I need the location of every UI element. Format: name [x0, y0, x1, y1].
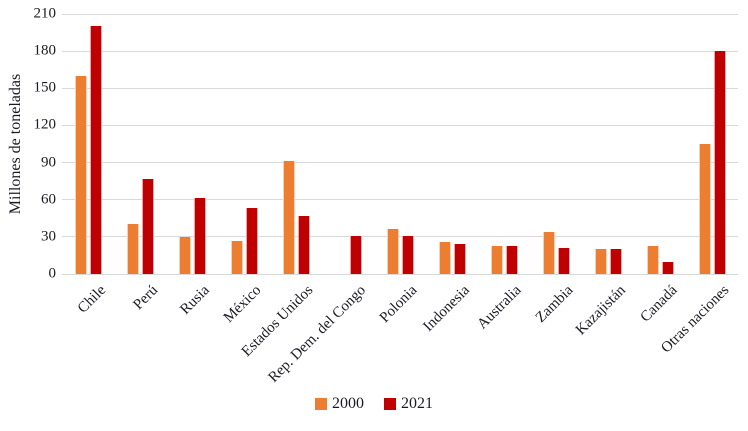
legend-label-2000: 2000 [332, 395, 364, 412]
bar-2000-canadá [646, 245, 659, 274]
x-axis-label-8: Australia [474, 282, 525, 333]
x-axis-label-0: Chile [74, 282, 109, 317]
y-tick-label-60: 60 [41, 191, 56, 208]
bar-2021-polonia [401, 235, 414, 274]
gridline-150 [62, 87, 738, 89]
bar-2000-chile [74, 75, 87, 274]
y-tick-label-210: 210 [33, 5, 57, 22]
x-axis-label-3: México [220, 282, 265, 327]
y-tick-label-180: 180 [33, 42, 57, 59]
gridline-180 [62, 50, 738, 52]
bar-2021-rusia [193, 198, 206, 274]
bar-2021-canadá [661, 261, 674, 274]
y-tick-label-0: 0 [48, 265, 57, 282]
bar-2000-polonia [386, 229, 399, 274]
bar-2000-estados-unidos [282, 161, 295, 274]
gridline-60 [62, 199, 738, 201]
x-axis-label-6: Polonia [376, 282, 421, 327]
legend-label-2021: 2021 [401, 395, 433, 412]
legend-item-2000: 2000 [315, 395, 364, 413]
bar-2000-méxico [230, 240, 243, 274]
gridline-0 [62, 273, 738, 275]
bar-2021-estados-unidos [297, 215, 310, 274]
legend-swatch-2021 [384, 398, 396, 410]
y-tick-label-150: 150 [33, 79, 57, 96]
x-axis-label-11: Canadá [637, 282, 681, 326]
bar-2000-indonesia [438, 241, 451, 274]
bar-2021-perú [141, 178, 154, 274]
bar-2000-zambia [542, 231, 555, 274]
x-axis-label-9: Zambia [532, 282, 577, 327]
gridline-30 [62, 236, 738, 238]
x-axis-label-2: Rusia [177, 282, 213, 318]
legend-swatch-2000 [315, 398, 327, 410]
gridline-90 [62, 162, 738, 164]
bar-2021-indonesia [453, 244, 466, 274]
x-axis-label-1: Perú [129, 282, 161, 314]
y-tick-label-30: 30 [41, 228, 56, 245]
bar-2021-australia [505, 245, 518, 274]
x-axis-label-5: Rep. Dem. del Congo [265, 282, 369, 386]
bar-2000-perú [126, 224, 139, 274]
bar-2000-australia [490, 245, 503, 274]
x-axis-label-7: Indonesia [420, 282, 473, 335]
y-tick-label-90: 90 [41, 154, 56, 171]
x-axis-label-10: Kazajistán [572, 282, 629, 339]
bar-2000-kazajistán [594, 249, 607, 274]
bar-2021-méxico [245, 208, 258, 274]
bar-2021-chile [89, 26, 102, 274]
y-tick-label-120: 120 [33, 116, 57, 133]
gridline-120 [62, 124, 738, 126]
bar-2000-rusia [178, 236, 191, 274]
legend: 2000 2021 [0, 395, 748, 413]
bar-2021-rep-dem-del-congo [349, 235, 362, 274]
bar-2000-otras-naciones [698, 144, 711, 274]
bar-2021-zambia [557, 248, 570, 274]
gridline-210 [62, 13, 738, 15]
bar-2021-otras-naciones [713, 51, 726, 274]
legend-item-2021: 2021 [384, 395, 433, 413]
bar-2021-kazajistán [609, 249, 622, 274]
